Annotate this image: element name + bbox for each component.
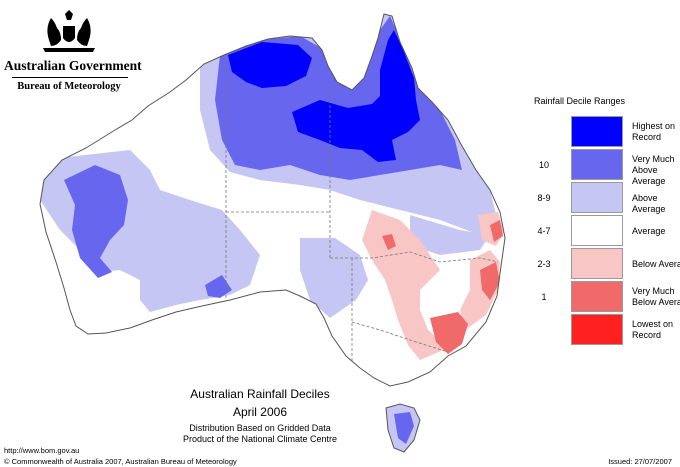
legend-item-lowest-on-record: Lowest on Record <box>530 314 680 347</box>
legend-swatch <box>571 116 623 147</box>
zone-very-much-below-1 <box>430 312 468 354</box>
legend-label: Lowest on Record <box>632 319 674 340</box>
legend-swatch <box>571 182 623 213</box>
zone-very-much-above-small <box>205 275 232 298</box>
legend-label: Highest on Record <box>632 121 676 142</box>
legend-swatch <box>571 248 623 279</box>
zone-very-much-below-3 <box>490 220 503 242</box>
map-subtitle-2: Product of the National Climate Centre <box>182 434 338 444</box>
zone-above-average-east <box>410 215 490 255</box>
zone-very-much-below-4 <box>382 234 396 250</box>
tasmania-very-much-above <box>394 412 414 444</box>
map-title: Australian Rainfall Deciles <box>190 387 330 401</box>
legend-label: Below Average <box>632 259 680 269</box>
map-period: April 2006 <box>232 405 288 419</box>
zone-below-average-se <box>362 210 448 360</box>
legend-label: Average <box>632 226 666 236</box>
legend-item-above-average: 8-9 Above Average <box>530 182 680 215</box>
issued-date: Issued: 27/07/2007 <box>608 457 672 466</box>
legend-range: 8-9 <box>537 193 551 203</box>
legend-title: Rainfall Decile Ranges <box>534 96 626 106</box>
map-subtitle-1: Distribution Based on Gridded Data <box>189 423 331 433</box>
government-name: Australian Government <box>4 58 142 73</box>
mainland <box>39 13 506 387</box>
tasmania <box>385 403 421 453</box>
logo-divider <box>12 77 128 78</box>
legend-swatch <box>571 314 623 345</box>
website-url: http://www.bom.gov.au <box>4 446 80 455</box>
mainland-outline <box>39 13 506 387</box>
legend-item-very-much-above: 10 Very Much Above Average <box>530 149 680 186</box>
zone-very-much-above-west <box>64 165 128 278</box>
legend-range: 2-3 <box>537 259 551 269</box>
border-qld-nsw <box>330 251 499 263</box>
legend-swatch <box>571 149 623 180</box>
government-logo: Australian Government Bureau of Meteorol… <box>4 10 142 92</box>
legend-swatch <box>571 281 623 312</box>
bureau-name: Bureau of Meteorology <box>17 81 121 92</box>
legend-label: Very Much Below Average <box>632 286 680 307</box>
legend-range: 1 <box>541 292 547 302</box>
legend-range: 4-7 <box>537 226 551 236</box>
border-nsw-vic <box>351 321 449 353</box>
legend-swatch <box>571 215 623 246</box>
legend-item-very-much-below: 1 Very Much Below Average <box>530 281 680 314</box>
legend-label: Very Much Above Average <box>632 154 675 186</box>
copyright-notice: © Commonwealth of Australia 2007, Austra… <box>4 457 237 466</box>
legend-label: Above Average <box>632 193 666 214</box>
legend-item-highest-on-record: Highest on Record <box>530 116 680 149</box>
legend-item-average: 4-7 Average <box>530 215 680 248</box>
zone-very-much-above-gulf <box>240 92 278 116</box>
state-borders <box>225 60 499 362</box>
zone-very-much-below-2 <box>480 262 500 300</box>
legend-item-below-average: 2-3 Below Average <box>530 248 680 281</box>
legend-range: 10 <box>538 160 549 170</box>
zone-highest-on-record-1 <box>228 42 312 88</box>
zone-highest-on-record-2 <box>292 30 420 162</box>
coat-of-arms-icon <box>43 10 95 52</box>
